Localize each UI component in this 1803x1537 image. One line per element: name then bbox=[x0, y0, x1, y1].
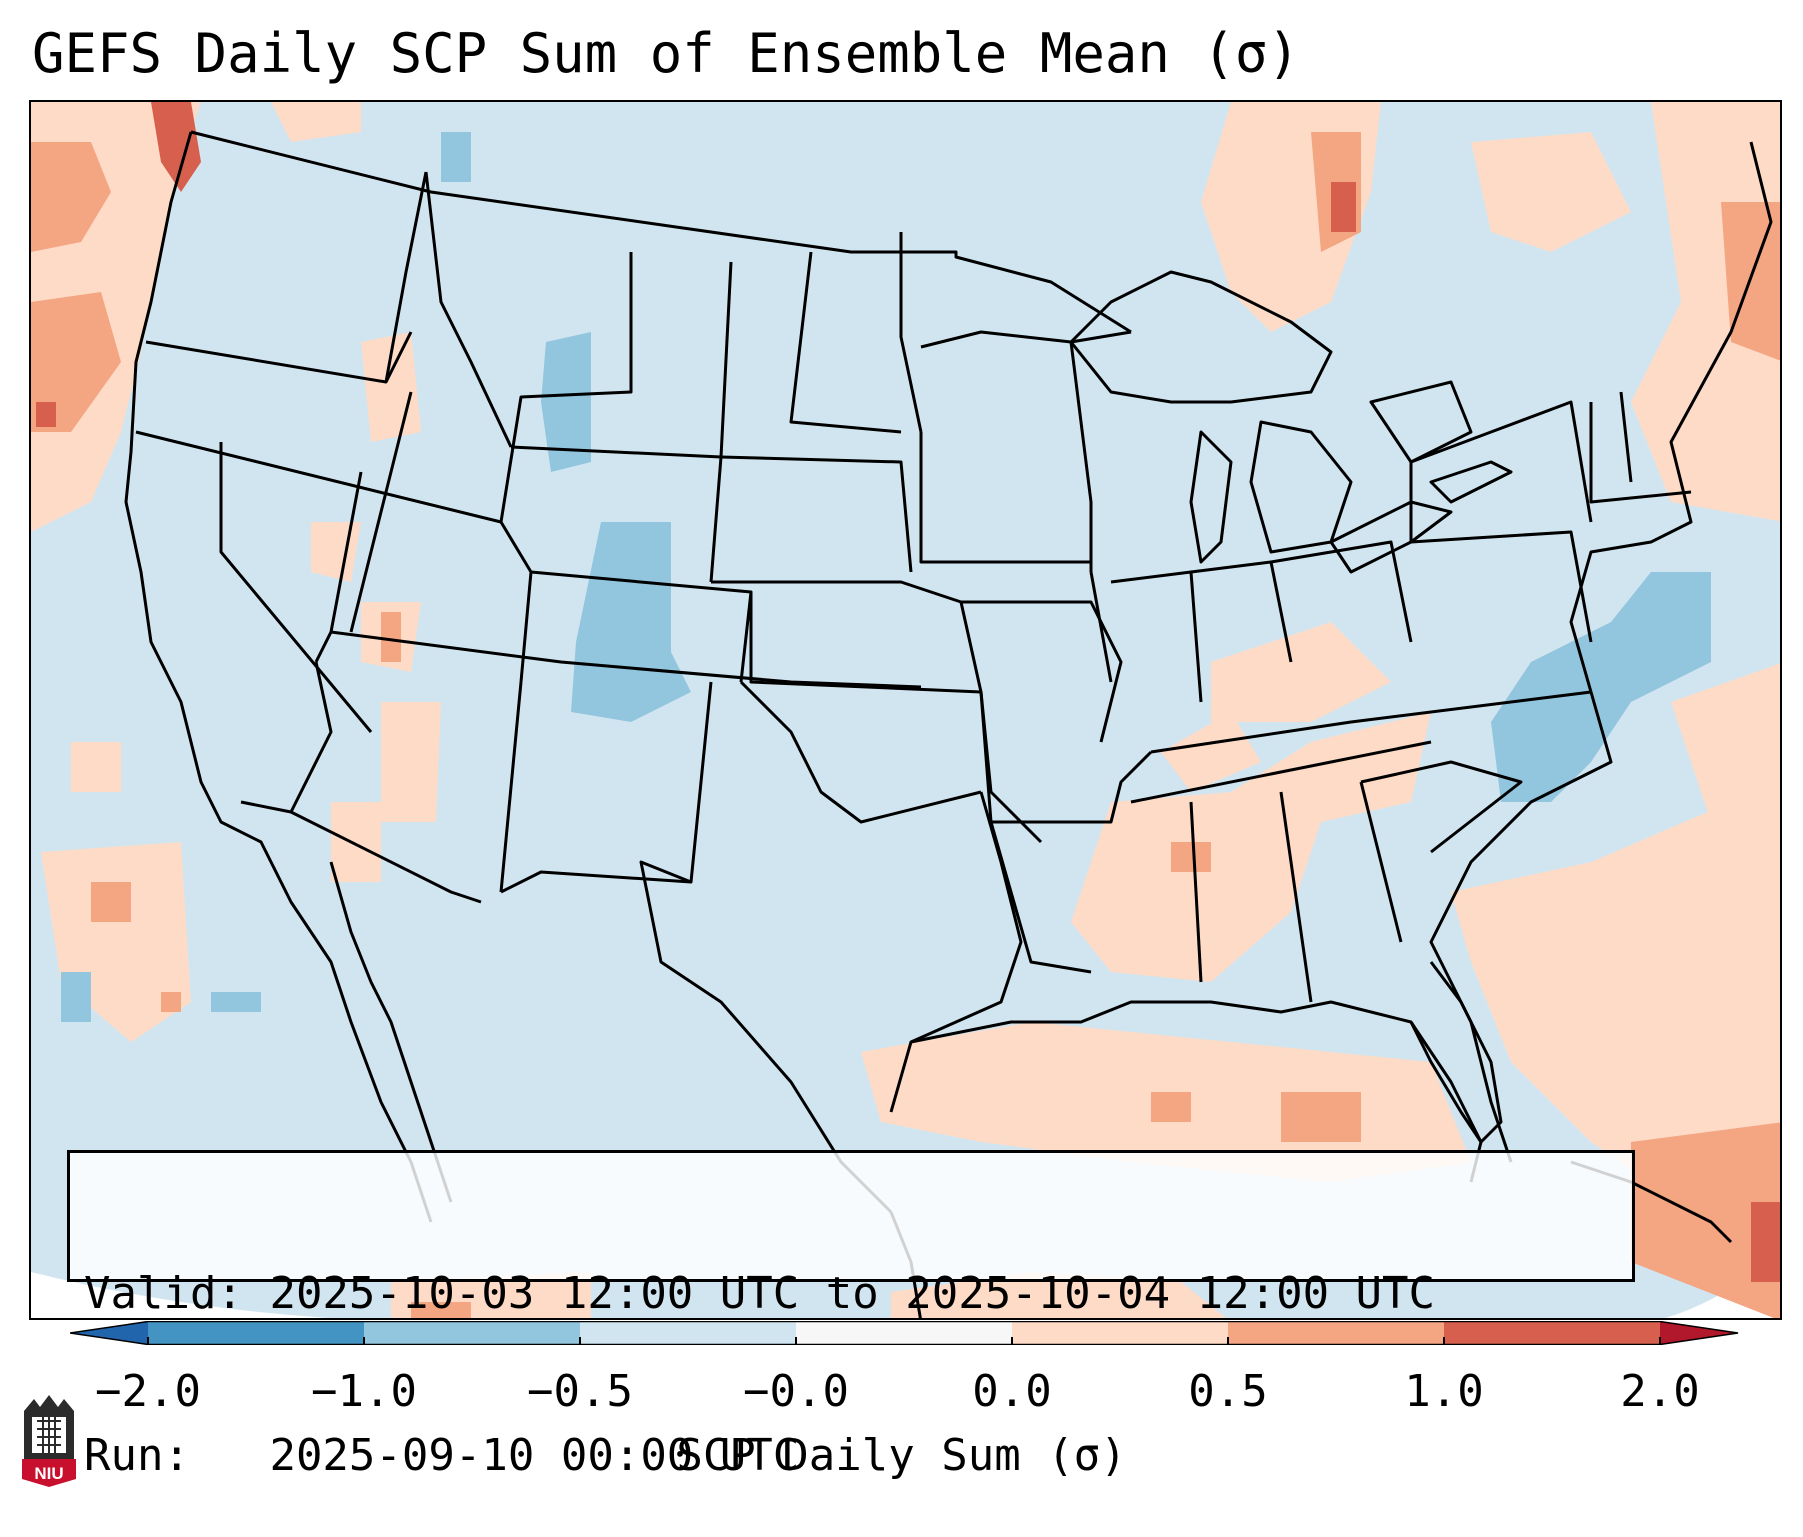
state-border bbox=[1360, 760, 1523, 854]
colorbar-extend-high bbox=[1660, 1321, 1738, 1345]
state-border bbox=[1589, 402, 1692, 504]
state-border bbox=[424, 171, 513, 448]
out-of-domain-corner bbox=[31, 1272, 329, 1318]
map-borders bbox=[124, 130, 1773, 1318]
colorbar-tick-label: −1.0 bbox=[311, 1366, 417, 1417]
colorbar-tick-label: −0.5 bbox=[527, 1366, 633, 1417]
valid-label: Valid: bbox=[84, 1268, 243, 1319]
colorbar-segment bbox=[148, 1321, 364, 1345]
colorbar-segment bbox=[1012, 1321, 1228, 1345]
state-border bbox=[989, 821, 1092, 974]
lake-ontario bbox=[1429, 460, 1513, 504]
state-border bbox=[961, 600, 1123, 743]
positive-anomaly-patches bbox=[31, 102, 1780, 1318]
colorbar-segment bbox=[364, 1321, 580, 1345]
valid-line: Valid: 2025-10-03 12:00 UTC to 2025-10-0… bbox=[84, 1267, 1618, 1321]
colorbar-segment bbox=[1228, 1321, 1444, 1345]
state-border bbox=[330, 630, 922, 689]
colorbar-extend-low bbox=[70, 1321, 148, 1345]
us-canada-border bbox=[190, 130, 1132, 334]
state-border bbox=[135, 252, 633, 524]
valid-value: 2025-10-03 12:00 UTC to 2025-10-04 12:00… bbox=[269, 1268, 1436, 1319]
lake-huron bbox=[1369, 380, 1473, 464]
state-border bbox=[1150, 690, 1592, 754]
state-border bbox=[1409, 400, 1593, 542]
state-border bbox=[739, 680, 982, 824]
state-border bbox=[709, 456, 723, 583]
atlantic-coastline bbox=[1569, 141, 1773, 693]
colorbar-tick-label: 1.0 bbox=[1404, 1366, 1484, 1417]
state-border bbox=[1619, 391, 1633, 483]
colorbar-segment bbox=[796, 1321, 1012, 1345]
colorbar-segment bbox=[580, 1321, 796, 1345]
run-line: Run: 2025-09-10 00:00 UTC bbox=[84, 1429, 1618, 1483]
state-border bbox=[384, 171, 428, 383]
florida-coastline bbox=[1409, 961, 1503, 1144]
state-border bbox=[500, 681, 713, 894]
state-border bbox=[1069, 341, 1093, 572]
state-border bbox=[289, 661, 333, 813]
colorbar-title: SCP Daily Sum (σ) bbox=[676, 1430, 1127, 1481]
state-border bbox=[711, 580, 962, 604]
map-canvas bbox=[31, 102, 1780, 1318]
colorbar-tick-label: −0.0 bbox=[743, 1366, 849, 1417]
state-border bbox=[219, 442, 373, 733]
state-border bbox=[499, 681, 523, 893]
lake-michigan bbox=[1189, 430, 1233, 564]
state-border bbox=[1089, 571, 1113, 683]
niu-logo: NIU bbox=[22, 1395, 76, 1487]
logo-text: NIU bbox=[34, 1464, 63, 1483]
baja-coastline bbox=[329, 861, 453, 1203]
info-box: Valid: 2025-10-03 12:00 UTC to 2025-10-0… bbox=[67, 1150, 1635, 1481]
state-border bbox=[789, 251, 902, 434]
run-label: Run: bbox=[84, 1430, 190, 1481]
state-border bbox=[1279, 791, 1313, 1003]
state-border bbox=[519, 571, 533, 683]
state-border bbox=[749, 592, 982, 694]
state-border bbox=[1130, 740, 1432, 804]
state-border bbox=[1189, 801, 1203, 983]
gulf-coastline bbox=[910, 1000, 1483, 1183]
colorbar bbox=[70, 1321, 1739, 1345]
atlantic-coastline bbox=[1429, 691, 1613, 1163]
colorbar-tick-label: 0.0 bbox=[972, 1366, 1052, 1417]
state-border bbox=[1270, 540, 1413, 643]
colorbar-tick-label: 0.5 bbox=[1188, 1366, 1268, 1417]
state-border bbox=[979, 691, 1153, 824]
run-value: 2025-09-10 00:00 UTC bbox=[269, 1430, 800, 1481]
state-border bbox=[920, 330, 1132, 349]
chart-title: GEFS Daily SCP Sum of Ensemble Mean (σ) bbox=[32, 22, 1300, 85]
state-border bbox=[1359, 781, 1403, 943]
us-mexico-border bbox=[240, 800, 482, 904]
state-border bbox=[499, 521, 753, 683]
state-border bbox=[899, 232, 923, 433]
map-panel bbox=[29, 100, 1782, 1320]
state-border bbox=[349, 391, 413, 633]
state-border bbox=[720, 455, 913, 573]
colorbar-tick-label: −2.0 bbox=[95, 1366, 201, 1417]
colorbar-tick-label: 2.0 bbox=[1620, 1366, 1700, 1417]
lake-superior bbox=[1069, 270, 1333, 404]
pacific-coastline bbox=[124, 131, 433, 1223]
state-border bbox=[1410, 530, 1593, 643]
colorbar-segment bbox=[1444, 1321, 1660, 1345]
lake-erie bbox=[1329, 500, 1453, 574]
state-border bbox=[919, 432, 1091, 564]
